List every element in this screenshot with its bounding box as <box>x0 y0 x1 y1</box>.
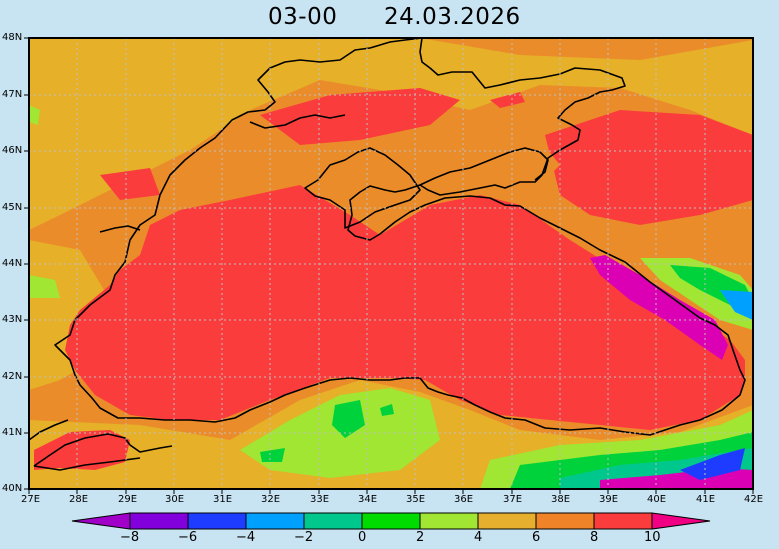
lon-label-34e: 34E <box>358 494 378 505</box>
colorbar-label-10: 10 <box>644 530 661 545</box>
colorbar-swatch-7 <box>477 512 537 530</box>
lon-label-28e: 28E <box>69 494 89 505</box>
colorbar-label-4: 4 <box>474 530 483 545</box>
lat-label-40n: 40N <box>2 483 23 494</box>
coastline-north <box>54 37 746 436</box>
coastline-marmara <box>33 433 173 471</box>
lon-label-32e: 32E <box>261 494 281 505</box>
lat-label-48n: 48N <box>2 32 23 43</box>
coastline-azov <box>419 147 549 186</box>
lon-label-40e: 40E <box>647 494 667 505</box>
field-red-west <box>100 168 160 200</box>
colorbar-swatch-3 <box>245 512 305 530</box>
lon-label-31e: 31E <box>213 494 233 505</box>
lat-label-43n: 43N <box>2 314 23 325</box>
colorbar-label-m2: −2 <box>294 530 314 545</box>
colorbar-swatch-8 <box>535 512 595 530</box>
field-red-east <box>545 110 753 225</box>
colorbar-swatch-1 <box>129 512 189 530</box>
field-marmara <box>34 430 130 470</box>
lat-label-45n: 45N <box>2 202 23 213</box>
forecast-time: 03-00 <box>268 4 338 30</box>
colorbar-swatch-10 <box>651 512 711 530</box>
colorbar-label-2: 2 <box>416 530 425 545</box>
coastline-aegean <box>28 419 69 441</box>
map-title: 03-00 24.03.2026 <box>0 4 779 34</box>
coastline <box>28 37 746 471</box>
field-mild-north <box>29 38 753 230</box>
field-green-spot2 <box>380 404 394 416</box>
colorbar-label-6: 6 <box>532 530 541 545</box>
colorbar-label-8: 8 <box>590 530 599 545</box>
colorbar-swatch-9 <box>593 512 653 530</box>
lat-label-41n: 41N <box>2 427 23 438</box>
coastline-crimea <box>304 147 421 229</box>
map-gridlines <box>29 38 753 489</box>
lon-label-27e: 27E <box>21 494 41 505</box>
colorbar-swatch-0 <box>71 512 131 530</box>
lat-label-46n: 46N <box>2 145 23 156</box>
field-blue-caucasus <box>720 290 753 320</box>
lat-label-44n: 44N <box>2 258 23 269</box>
lon-label-36e: 36E <box>454 494 474 505</box>
lon-label-35e: 35E <box>406 494 426 505</box>
field-green-spot3 <box>260 448 285 462</box>
field-sea-warm <box>65 185 745 430</box>
lon-label-37e: 37E <box>503 494 523 505</box>
lon-label-33e: 33E <box>310 494 330 505</box>
temperature-field <box>29 38 753 489</box>
lon-label-39e: 39E <box>599 494 619 505</box>
colorbar-label-m4: −4 <box>236 530 256 545</box>
colorbar-swatch-6 <box>419 512 479 530</box>
colorbar-label-0: 0 <box>358 530 367 545</box>
lat-label-47n: 47N <box>2 89 23 100</box>
colorbar-swatch-2 <box>187 512 247 530</box>
field-magenta-strip <box>590 255 728 360</box>
lon-label-29e: 29E <box>118 494 138 505</box>
field-lime-west2 <box>29 275 60 298</box>
field-lime-west <box>29 105 40 125</box>
lon-label-41e: 41E <box>696 494 716 505</box>
field-green-spot1 <box>332 400 365 438</box>
field-red-spot <box>490 92 525 108</box>
colorbar-swatch-5 <box>361 512 421 530</box>
field-red-azov <box>260 88 460 145</box>
lon-label-30e: 30E <box>165 494 185 505</box>
colorbar-swatch-4 <box>303 512 363 530</box>
lat-label-42n: 42N <box>2 371 23 382</box>
axis-ticks <box>24 37 754 494</box>
field-azov <box>420 132 560 190</box>
lon-label-38e: 38E <box>551 494 571 505</box>
coastline-danube <box>99 225 141 233</box>
colorbar-label-m6: −6 <box>178 530 198 545</box>
colorbar-label-m8: −8 <box>120 530 140 545</box>
field-blue-east <box>680 448 745 480</box>
coastline-dnieper <box>249 114 346 129</box>
forecast-date: 24.03.2026 <box>384 4 521 30</box>
colorbar <box>71 512 711 530</box>
lon-label-42e: 42E <box>744 494 764 505</box>
